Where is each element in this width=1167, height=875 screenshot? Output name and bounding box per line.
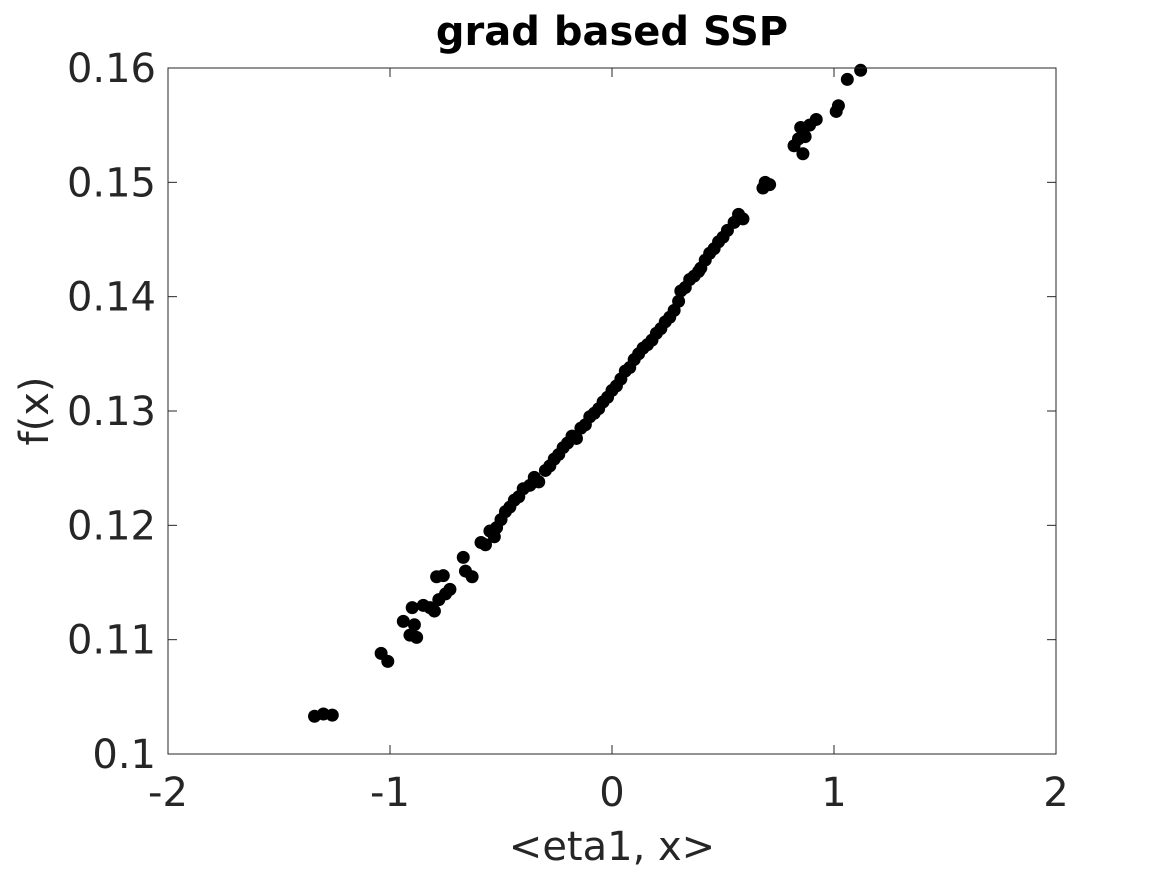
y-tick-label: 0.11	[67, 618, 156, 664]
y-axis-label: f(x)	[12, 377, 58, 446]
data-point	[443, 582, 457, 596]
data-point	[325, 708, 339, 722]
data-point	[796, 147, 810, 161]
x-tick-label: -2	[148, 770, 188, 816]
data-point	[763, 178, 777, 192]
x-tick-label: 0	[599, 770, 624, 816]
y-tick-label: 0.14	[67, 275, 156, 321]
data-point	[396, 614, 410, 628]
data-point	[798, 130, 812, 144]
data-point	[465, 570, 479, 584]
y-tick-label: 0.15	[67, 160, 156, 206]
data-point	[407, 618, 421, 632]
x-tick-label: 1	[821, 770, 846, 816]
data-point	[405, 601, 419, 615]
data-point	[831, 99, 845, 113]
x-tick-label: -1	[370, 770, 410, 816]
data-point	[532, 475, 546, 489]
data-point	[478, 538, 492, 552]
data-point	[569, 431, 583, 445]
y-axis-ticks: 0.1 0.11 0.12 0.13 0.14 0.15 0.16	[67, 46, 1056, 778]
data-point	[736, 212, 750, 226]
x-axis-label: <eta1, x>	[509, 824, 715, 870]
data-points	[308, 63, 868, 723]
y-tick-label: 0.16	[67, 46, 156, 92]
data-point	[410, 630, 424, 644]
data-point	[456, 550, 470, 564]
data-point	[809, 112, 823, 126]
chart-title: grad based SSP	[436, 9, 788, 55]
y-tick-label: 0.13	[67, 389, 156, 435]
y-tick-label: 0.1	[92, 732, 156, 778]
x-axis-ticks: -2 -1 0 1 2	[148, 68, 1069, 816]
data-point	[436, 569, 450, 583]
y-tick-label: 0.12	[67, 503, 156, 549]
data-point	[427, 604, 441, 618]
data-point	[840, 72, 854, 86]
x-tick-label: 2	[1043, 770, 1068, 816]
data-point	[381, 654, 395, 668]
data-point	[672, 294, 686, 308]
plot-area	[168, 68, 1056, 754]
data-point	[854, 63, 868, 77]
